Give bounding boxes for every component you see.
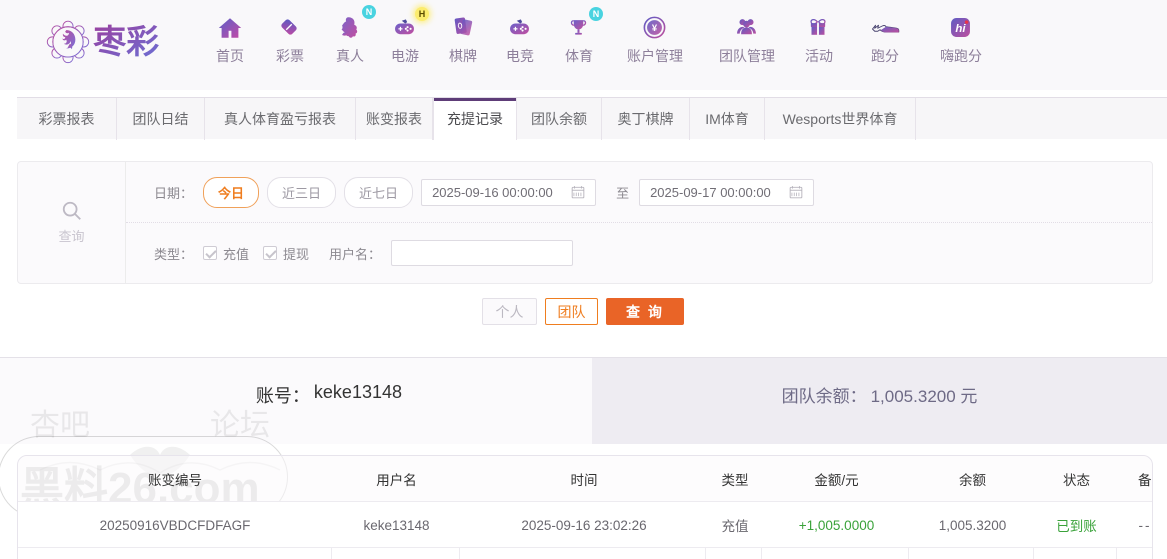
svg-text:hi: hi <box>955 23 966 35</box>
svg-text:¥: ¥ <box>652 23 658 34</box>
